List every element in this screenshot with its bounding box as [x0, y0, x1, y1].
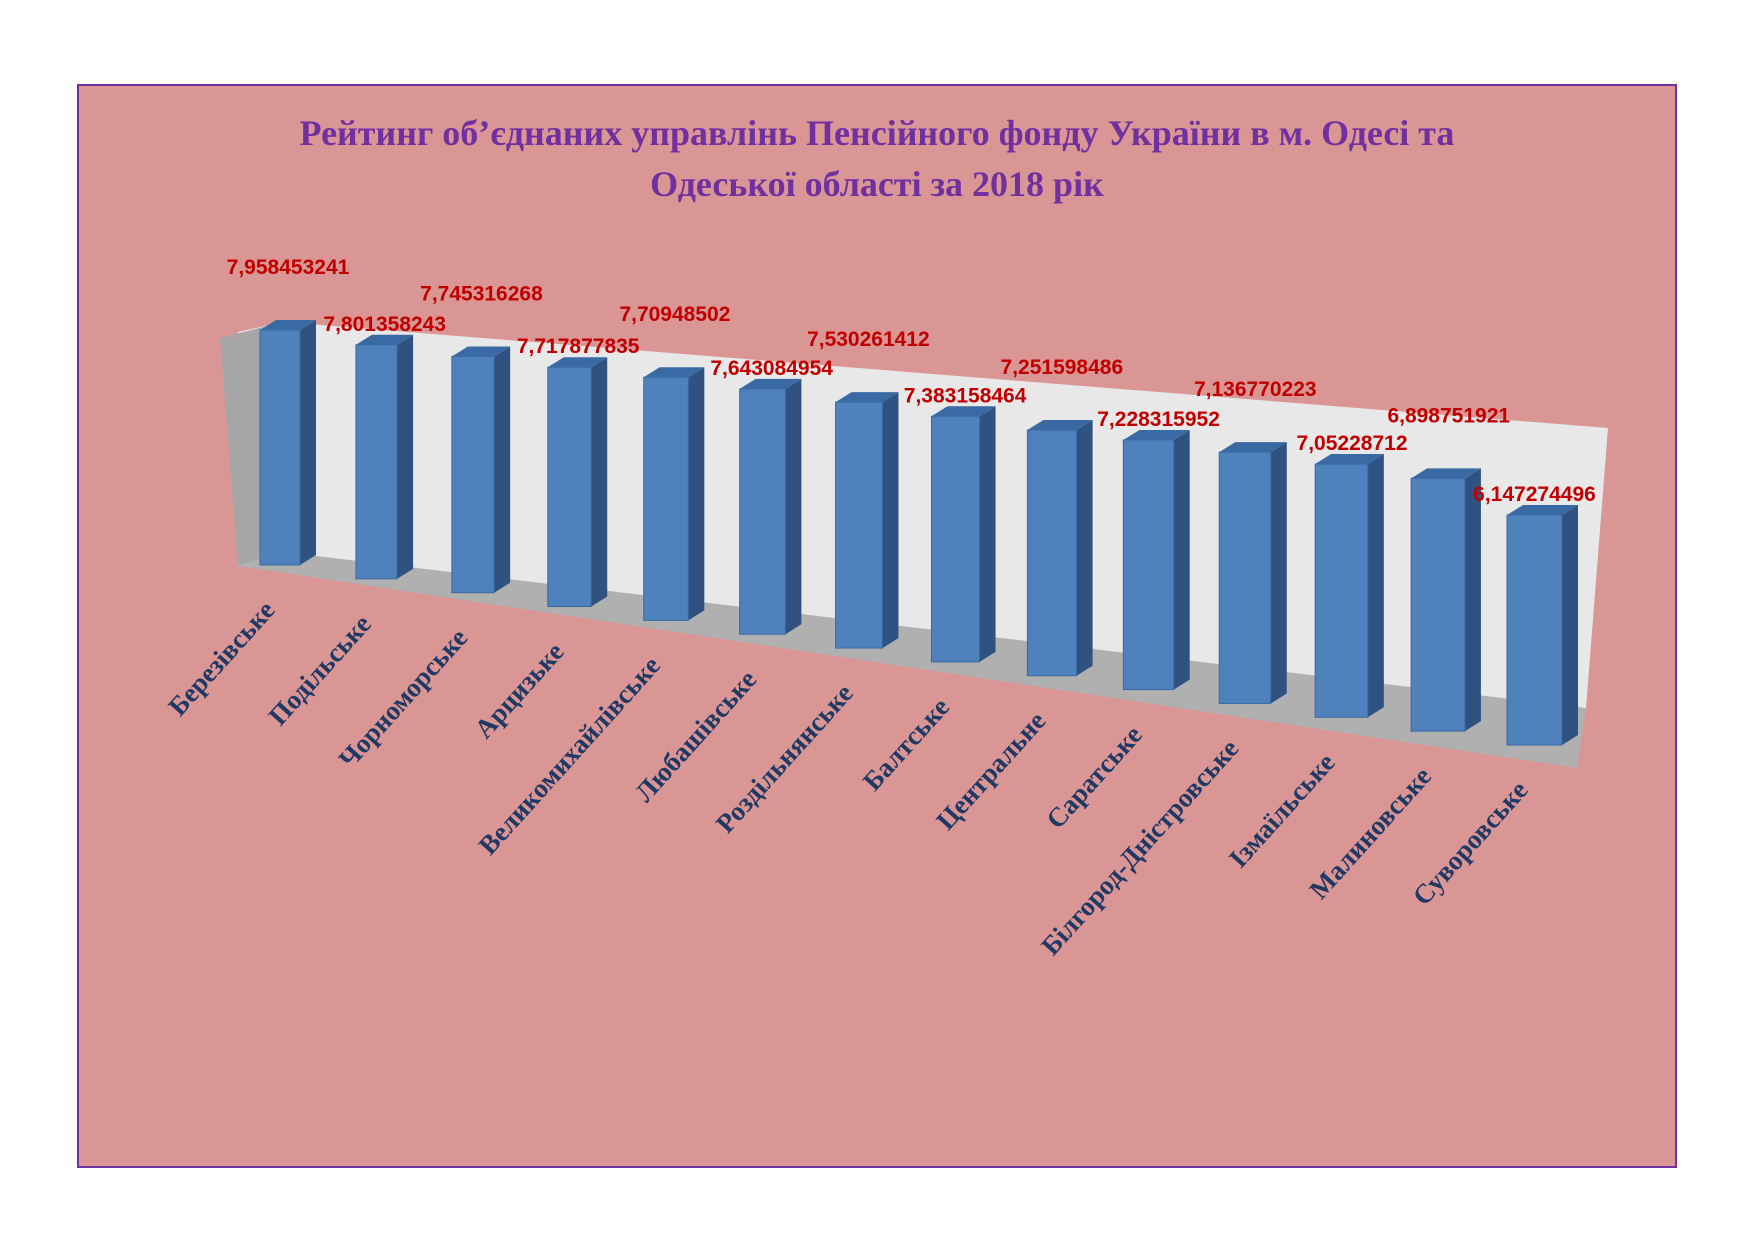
- bar-top: [1027, 420, 1093, 431]
- category-label: Арцизьке: [469, 636, 570, 743]
- category-label: Балтське: [857, 692, 955, 796]
- bar: [1026, 429, 1078, 677]
- bar-side: [1173, 429, 1190, 690]
- bar-side: [1562, 505, 1578, 745]
- bar-side: [979, 406, 996, 662]
- bar-top: [1507, 505, 1578, 515]
- bar: [451, 355, 495, 594]
- category-label: Ізмаїльське: [1223, 747, 1341, 873]
- category-label: Великомихайлівське: [473, 650, 666, 860]
- chart-title-line: Одеської області за 2018 рік: [650, 164, 1104, 204]
- data-label: 7,251598486: [1001, 356, 1124, 379]
- bar: [1506, 514, 1563, 746]
- bar-top: [739, 378, 802, 389]
- bar-top: [931, 406, 996, 417]
- category-label: Центральне: [930, 706, 1051, 836]
- data-label: 7,717877835: [517, 335, 640, 358]
- data-label: 7,530261412: [807, 328, 930, 351]
- bar-side: [300, 320, 316, 565]
- bar: [1218, 451, 1272, 704]
- data-label: 7,383158464: [904, 384, 1027, 407]
- bar: [643, 376, 689, 621]
- bar: [739, 388, 786, 635]
- bar-side: [397, 334, 414, 579]
- data-label: 7,05228712: [1297, 432, 1408, 455]
- bar-side: [785, 378, 802, 635]
- bar-side: [1076, 420, 1093, 676]
- category-label: Саратське: [1040, 720, 1148, 835]
- data-label: 6,147274496: [1473, 483, 1596, 506]
- bar-side: [882, 392, 899, 649]
- data-label: 7,228315952: [1097, 408, 1220, 431]
- bar-top: [451, 346, 511, 357]
- category-label: Білгород-Дністровське: [1035, 733, 1244, 960]
- category-label: Подільське: [263, 609, 377, 731]
- bar: [1410, 477, 1466, 732]
- data-label: 7,70948502: [619, 303, 730, 326]
- bar-side: [1464, 468, 1481, 732]
- category-label: Суворовське: [1407, 775, 1534, 911]
- bar-top: [643, 367, 705, 378]
- bar-side: [494, 346, 511, 593]
- bar-top: [547, 357, 608, 368]
- bar-side: [1270, 442, 1287, 704]
- bar: [1122, 439, 1175, 691]
- category-label: Березівське: [162, 595, 280, 722]
- bar-top: [1123, 429, 1190, 440]
- bar: [930, 415, 981, 663]
- data-label: 7,801358243: [323, 313, 446, 336]
- bar-side: [688, 367, 705, 621]
- bar: [1314, 463, 1369, 718]
- bar-top: [260, 320, 316, 330]
- bar-top: [1411, 468, 1481, 479]
- bar: [259, 329, 301, 566]
- bar-side: [591, 357, 608, 607]
- data-label: 7,958453241: [227, 256, 350, 279]
- bar: [547, 366, 592, 608]
- chart-title-line: Рейтинг об’єднаних управлінь Пенсійного …: [300, 113, 1455, 153]
- bar-side: [1367, 454, 1384, 718]
- data-label: 7,745316268: [420, 282, 543, 305]
- bar-top: [1219, 442, 1287, 453]
- bar: [835, 401, 883, 649]
- data-label: 6,898751921: [1387, 404, 1510, 427]
- data-label: 7,136770223: [1194, 378, 1317, 401]
- bar: [355, 344, 398, 580]
- bar-top: [355, 334, 414, 345]
- bar-top: [835, 392, 899, 403]
- bar-top: [1315, 454, 1384, 465]
- data-label: 7,643084954: [710, 357, 833, 380]
